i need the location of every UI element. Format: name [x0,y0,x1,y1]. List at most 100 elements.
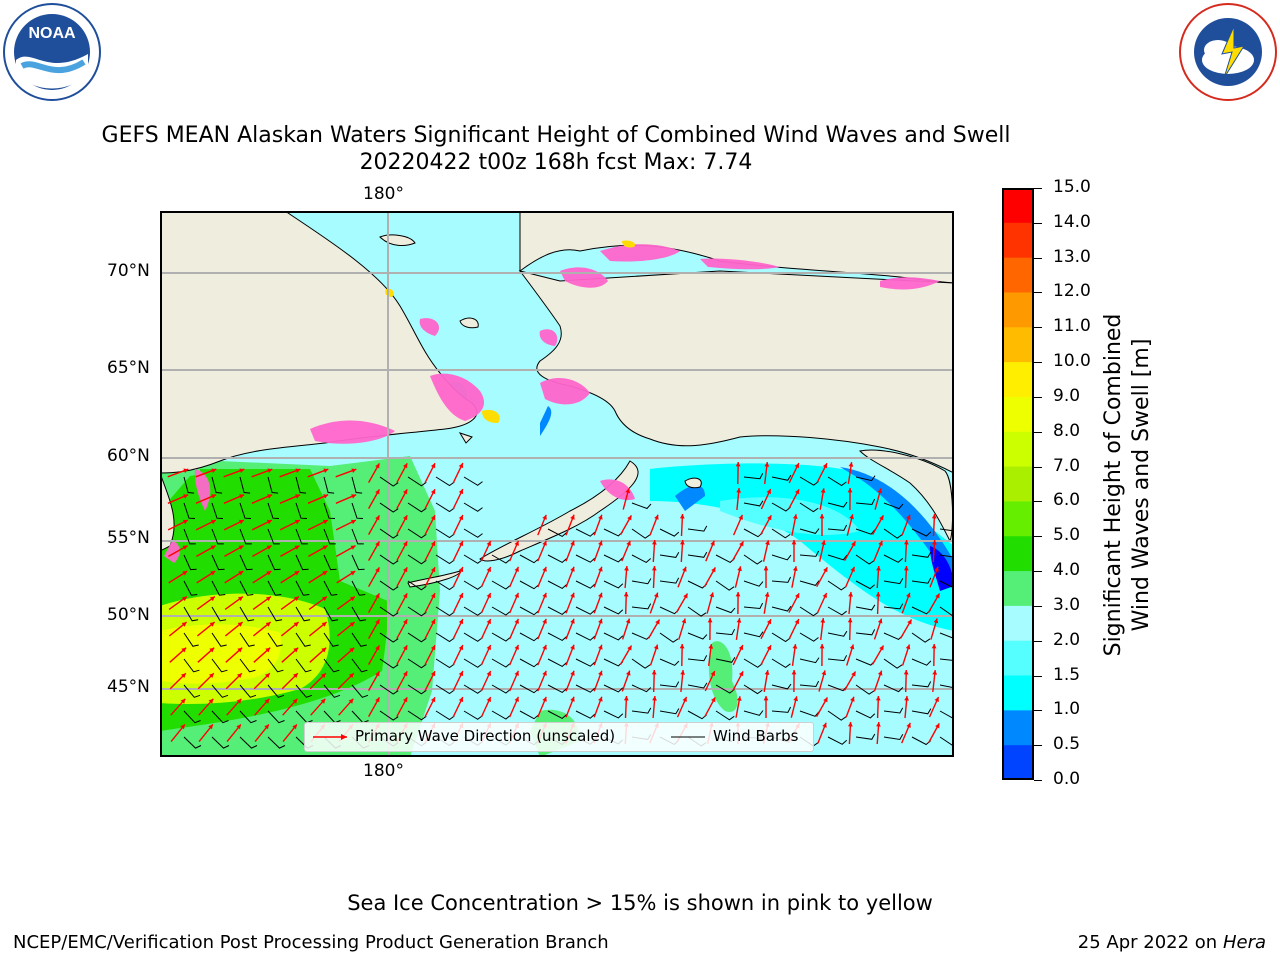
wind-barb [911,658,932,666]
wave-direction-arrowhead [236,698,242,704]
wind-barb [575,528,596,537]
wave-direction-arrowhead [598,566,603,572]
wave-direction-arrowhead [935,593,940,599]
wave-direction-arrowhead [486,697,491,702]
wave-direction-arrowhead [766,645,772,651]
wave-direction-arrowhead [848,722,853,727]
wave-direction-arrowhead [598,670,603,676]
wave-direction-arrowhead [931,644,937,649]
wave-direction-arrowhead [791,670,797,675]
wind-barb [379,528,399,539]
wave-direction-arrowhead [458,593,464,599]
wave-direction-arrowhead [879,645,884,651]
wave-direction-arrowhead [736,618,742,623]
wind-barb [183,476,195,494]
wind-barb [267,710,285,724]
wind-barb [771,706,792,713]
wind-barb [323,632,339,647]
wind-barb [715,606,736,614]
wind-barb [771,683,792,690]
wave-direction-arrowhead [542,696,547,702]
wind-barb [295,684,313,698]
wave-direction-arrowhead [651,566,657,571]
wave-direction-arrowhead [763,696,769,701]
wind-barb [883,554,904,563]
wind-barb [659,551,680,558]
wind-barb [267,632,283,647]
wind-barb [239,684,257,698]
colorbar-tick-label: 8.0 [1053,420,1081,441]
wave-direction-arrowhead [403,463,408,469]
colorbar-band [1002,257,1034,293]
wind-barb [575,684,596,693]
wind-barb [939,658,954,661]
wave-direction-arrowhead [238,596,243,602]
colorbar-band [1002,605,1034,642]
wave-direction-arrowhead [321,673,326,678]
wave-direction-arrowhead [349,647,355,653]
wind-barb [547,684,568,694]
wave-direction-arrowhead [430,697,436,703]
wind-barb [939,554,954,558]
wave-direction-arrowhead [210,596,215,602]
wave-direction-arrowhead [848,462,854,467]
wind-barb [239,476,251,494]
wave-direction-arrowhead [849,514,854,520]
wave-direction-arrowhead [264,724,269,730]
wind-barb [603,554,624,563]
wind-barb [211,632,227,647]
wave-direction-arrowhead [707,618,713,623]
wind-barb [827,476,847,487]
wave-direction-arrowhead [208,698,214,704]
wind-barb [939,684,954,689]
wave-direction-arrowhead [764,592,770,597]
colorbar-tick-mark [1034,745,1042,747]
wind-barb [743,684,763,695]
wave-direction-arrowhead [792,514,798,519]
wind-barb [183,606,199,622]
wind-barb [239,658,256,673]
wave-direction-arrowhead [878,540,883,546]
wave-direction-arrowhead [879,515,884,521]
wave-direction-arrowhead [847,488,853,493]
colorbar-tick-mark [1034,327,1042,329]
wave-direction-arrowhead [683,593,688,599]
wave-direction-arrowhead [736,696,742,701]
wind-barb [659,658,680,666]
colorbar-band [1002,466,1034,502]
wind-barb [183,632,199,647]
wind-barb [603,684,624,693]
wind-barb [407,606,427,617]
wave-direction-arrowhead [209,673,214,678]
wave-direction-arrowhead [653,644,659,650]
wave-direction-arrowhead [323,494,329,499]
wind-barb [183,736,202,749]
wave-direction-arrowhead [238,519,244,525]
colorbar-tick-label: 13.0 [1053,246,1091,267]
colorbar-tick-mark [1034,362,1042,364]
wave-direction-arrowhead [210,519,216,525]
wind-barb [351,684,369,698]
wind-barb [407,710,427,721]
wind-barb [267,736,286,749]
wave-direction-arrowhead [350,519,356,525]
colorbar-tick-mark [1034,222,1042,224]
wave-direction-arrowhead [322,545,328,550]
wind-barb [771,576,792,583]
wave-direction-arrowhead [208,724,213,730]
wave-direction-arrowhead [350,596,355,602]
wind-barb [491,710,511,720]
wave-direction-arrowhead [239,468,245,473]
wave-direction-arrowhead [570,566,575,572]
wave-direction-arrowhead [850,566,855,572]
wave-direction-arrowhead [792,644,798,649]
wave-direction-arrowhead [294,519,300,525]
wind-barb [267,580,282,596]
wind-barb [435,658,455,669]
colorbar-tick-label: 2.0 [1053,629,1081,650]
wind-barb [659,681,680,688]
wind-barb [855,554,875,565]
wave-direction-arrowhead [822,463,828,469]
wind-barb [883,528,903,539]
wave-direction-arrowhead [793,696,798,702]
